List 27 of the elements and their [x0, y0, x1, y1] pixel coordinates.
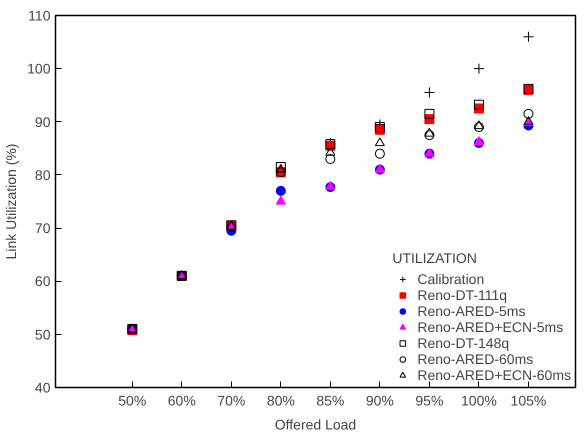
- legend-label: Reno-DT-111q: [417, 287, 508, 303]
- x-tick-label: 85%: [316, 392, 344, 408]
- y-tick-label: 70: [34, 220, 51, 236]
- x-tick-label: 90%: [366, 392, 394, 408]
- legend-label: Reno-ARED+ECN-5ms: [417, 319, 564, 335]
- y-tick-label: 90: [34, 114, 51, 130]
- y-tick-label: 80: [34, 166, 51, 183]
- legend-title: UTILIZATION: [392, 250, 478, 266]
- x-tick-label: 60%: [168, 392, 196, 408]
- legend-label: Calibration: [417, 271, 484, 287]
- legend-label: Reno-ARED+ECN-60ms: [417, 367, 571, 383]
- y-tick-label: 100: [27, 60, 51, 77]
- x-tick-label: 105%: [510, 392, 546, 408]
- y-axis-title: Link Utilization (%): [3, 144, 20, 260]
- legend-label: Reno-ARED-5ms: [417, 303, 526, 319]
- x-axis-title: Offered Load: [274, 416, 356, 432]
- y-tick-label: 50: [34, 326, 51, 342]
- x-tick-label: 70%: [217, 392, 246, 408]
- legend-label: Reno-ARED-60ms: [417, 351, 534, 367]
- x-tick-label: 95%: [415, 392, 444, 408]
- x-tick-label: 50%: [118, 392, 146, 408]
- y-tick-label: 110: [28, 8, 51, 24]
- x-tick-label: 80%: [266, 392, 295, 408]
- legend-label: Reno-DT-148q: [417, 335, 510, 351]
- x-tick-label: 100%: [461, 392, 497, 408]
- y-tick-label: 60: [34, 273, 51, 290]
- y-tick-label: 40: [34, 380, 51, 396]
